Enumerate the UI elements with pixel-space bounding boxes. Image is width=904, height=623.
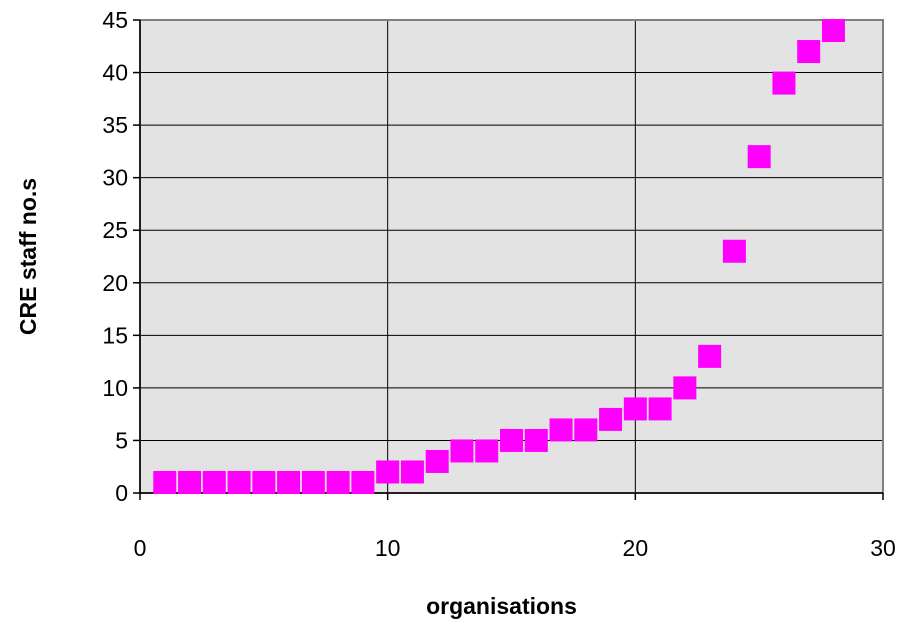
- data-point: [301, 470, 325, 494]
- y-axis-tick-labels: 0 5 10 15 20 25 30 35 40 45: [102, 7, 128, 506]
- y-tick-label: 40: [102, 60, 128, 86]
- x-tick-label: 30: [870, 535, 896, 561]
- data-point: [574, 418, 598, 442]
- data-point: [772, 71, 796, 95]
- data-point: [623, 397, 647, 421]
- y-tick-label: 30: [102, 165, 128, 191]
- y-tick-label: 15: [102, 322, 128, 348]
- x-tick-label: 0: [134, 535, 147, 561]
- y-tick-label: 20: [102, 270, 128, 296]
- data-point: [227, 470, 251, 494]
- y-tick-label: 45: [102, 7, 128, 33]
- x-tick-label: 20: [623, 535, 649, 561]
- data-point: [797, 40, 821, 64]
- data-point: [747, 145, 771, 169]
- data-point: [549, 418, 573, 442]
- x-tick-label: 10: [375, 535, 401, 561]
- y-tick-label: 25: [102, 217, 128, 243]
- data-point: [524, 428, 548, 452]
- data-point: [450, 439, 474, 463]
- y-tick-label: 35: [102, 112, 128, 138]
- plot-area: [140, 20, 883, 493]
- data-point: [698, 344, 722, 368]
- y-tick-label: 10: [102, 375, 128, 401]
- data-point: [425, 449, 449, 473]
- data-point: [599, 407, 623, 431]
- data-point: [178, 470, 202, 494]
- y-tick-label: 5: [115, 427, 128, 453]
- x-axis-title: organisations: [426, 593, 577, 619]
- y-axis-title: CRE staff no.s: [15, 178, 41, 335]
- data-point: [351, 470, 375, 494]
- data-points: [153, 19, 845, 494]
- data-point: [326, 470, 350, 494]
- data-point: [821, 19, 845, 43]
- data-point: [376, 460, 400, 484]
- data-point: [277, 470, 301, 494]
- data-point: [202, 470, 226, 494]
- data-point: [500, 428, 523, 452]
- x-axis-tick-labels: 0 10 20 30: [134, 535, 896, 561]
- data-point: [673, 376, 697, 400]
- data-point: [475, 439, 499, 463]
- data-point: [252, 470, 276, 494]
- data-point: [648, 397, 672, 421]
- data-point: [153, 470, 177, 494]
- y-tick-label: 0: [115, 480, 128, 506]
- data-point: [722, 239, 746, 263]
- data-point: [400, 460, 424, 484]
